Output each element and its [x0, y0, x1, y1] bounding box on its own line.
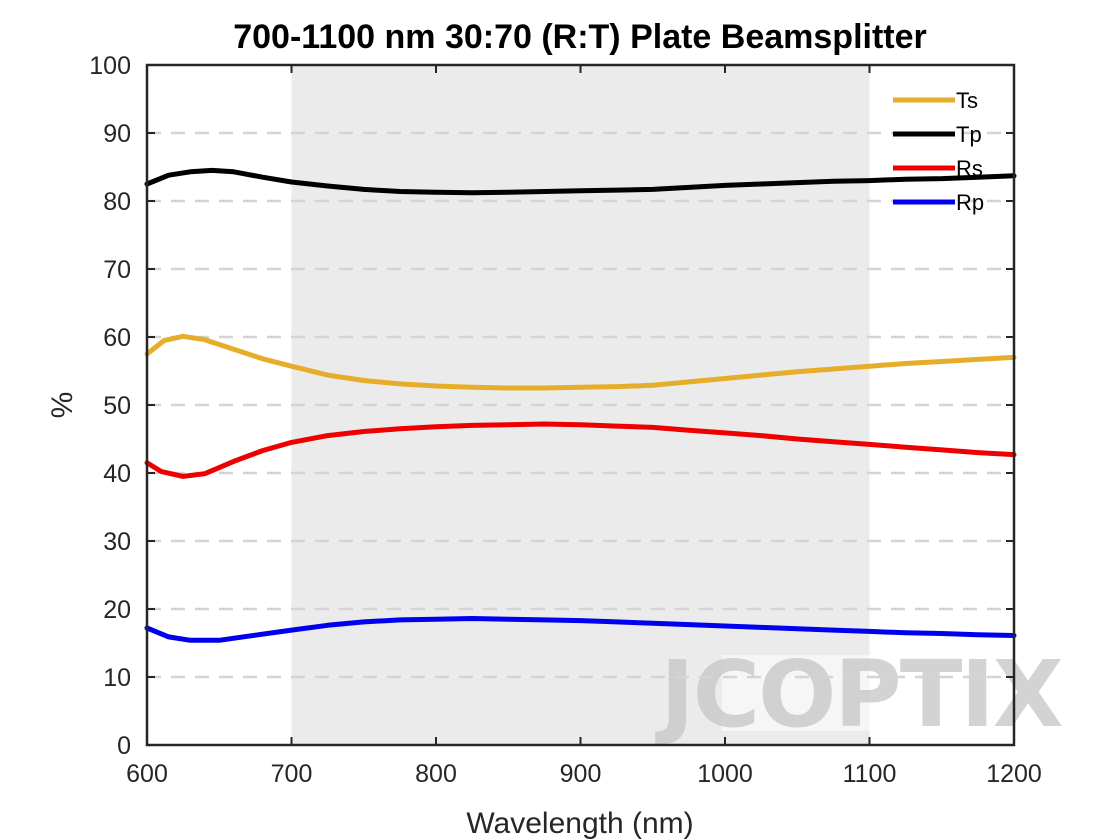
x-axis-label: Wavelength (nm) — [466, 807, 693, 840]
x-tick-label-1100: 1100 — [843, 760, 897, 788]
chart-title: 700-1100 nm 30:70 (R:T) Plate Beamsplitt… — [233, 18, 927, 56]
series-line-rp — [144, 616, 1017, 643]
y-axis-label: % — [46, 392, 79, 419]
legend: Ts Tp Rs Rp — [893, 88, 984, 215]
legend-label-tp: Tp — [956, 122, 982, 147]
y-tick-label-100: 100 — [89, 52, 131, 80]
y-tick-label-40: 40 — [103, 460, 131, 488]
y-tick-label-80: 80 — [103, 188, 131, 216]
series-line-tp — [144, 167, 1017, 196]
x-tick-label-700: 700 — [271, 760, 313, 788]
series-line-ts — [144, 333, 1017, 391]
y-tick-label-30: 30 — [103, 528, 131, 556]
x-tick-label-1000: 1000 — [697, 760, 753, 788]
y-tick-label-70: 70 — [103, 256, 131, 284]
watermark-logo: JCOPTIX — [654, 641, 1062, 748]
plot-area: JCOPTIX 600 700 800 900 1000 1100 1200 0 10 20 30 40… — [89, 52, 1064, 788]
x-tick-label-800: 800 — [415, 760, 457, 788]
watermark-backdrop — [722, 655, 1000, 731]
y-tick-label-20: 20 — [103, 596, 131, 624]
legend-label-rs: Rs — [956, 156, 983, 181]
y-tick-label-60: 60 — [103, 324, 131, 352]
y-tick-label-90: 90 — [103, 120, 131, 148]
x-tick-label-900: 900 — [560, 760, 602, 788]
series-line-rs — [144, 421, 1017, 479]
x-tick-label-600: 600 — [126, 760, 168, 788]
y-tick-label-50: 50 — [103, 392, 131, 420]
x-tick-label-1200: 1200 — [986, 760, 1042, 788]
y-tick-label-10: 10 — [103, 664, 131, 692]
y-tick-label-0: 0 — [117, 732, 131, 760]
legend-label-rp: Rp — [956, 190, 984, 215]
legend-label-ts: Ts — [956, 88, 978, 113]
